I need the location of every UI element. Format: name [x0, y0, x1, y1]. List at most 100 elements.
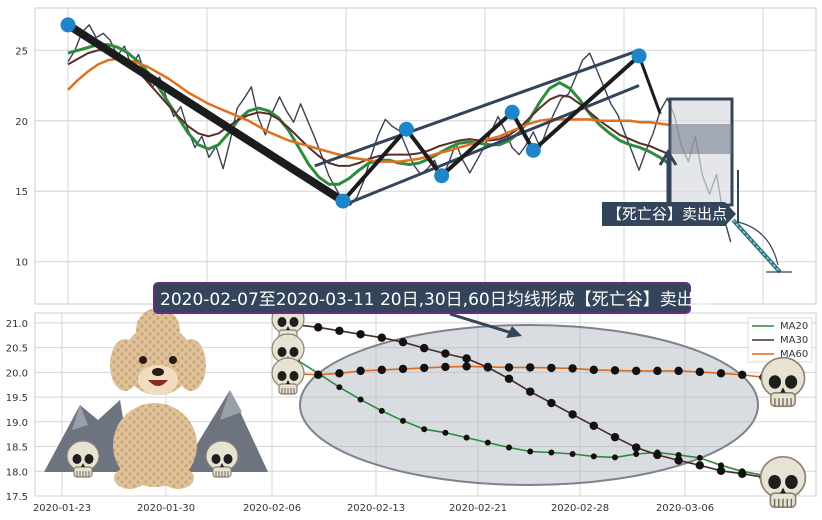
bottom-series-marker	[568, 410, 577, 419]
price-drop-arrow	[737, 221, 779, 266]
top-y-tick-label: 25	[15, 46, 28, 57]
bottom-y-tick-label: 19.5	[6, 393, 28, 404]
legend-label-ma60: MA60	[780, 349, 808, 360]
skull-icon	[271, 357, 305, 395]
wave-pivot-points	[60, 17, 647, 209]
resistance-trendline	[314, 48, 640, 168]
bottom-series-marker	[547, 363, 556, 373]
wave-pivot-point	[398, 121, 414, 137]
top-y-tick-label: 10	[15, 258, 28, 269]
bottom-series-marker	[420, 363, 429, 373]
skull-icon	[759, 455, 807, 509]
bottom-series-marker	[356, 366, 365, 376]
callout-label: 【死亡谷】卖出点	[607, 205, 727, 223]
bottom-series-marker	[738, 469, 747, 478]
bottom-series-marker	[398, 364, 408, 374]
legend-label-ma30: MA30	[780, 335, 808, 346]
bottom-y-tick-label: 18.0	[6, 467, 28, 478]
banner-title: 2020-02-07至2020-03-11 20日,30日,60日均线形成【死亡…	[160, 290, 711, 310]
support-trendline	[342, 84, 640, 207]
bottom-x-tick-label: 2020-02-28	[551, 503, 609, 514]
top-y-tick-labels: 10 15 20 25	[15, 46, 28, 268]
sell-zone-shade	[670, 124, 732, 154]
bottom-series-marker	[674, 366, 683, 376]
legend-label-ma20: MA20	[780, 321, 808, 332]
bottom-series-marker	[506, 444, 512, 451]
bottom-series-marker	[504, 363, 514, 372]
sell-zone-arrow-up	[658, 149, 678, 205]
bottom-series-marker	[377, 365, 386, 375]
bottom-series-marker	[569, 450, 576, 457]
bottom-x-tick-label: 2020-02-13	[347, 503, 405, 514]
bottom-series-marker	[653, 450, 662, 460]
bottom-series-marker	[612, 454, 618, 461]
top-series-line	[67, 43, 671, 186]
bottom-series-marker	[610, 366, 620, 375]
bottom-x-tick-label: 2020-02-06	[243, 503, 301, 514]
wave-segment	[404, 128, 444, 177]
price-drop-line-inner	[732, 219, 781, 273]
bottom-x-tick-label: 2020-01-23	[33, 503, 91, 514]
bottom-series-marker	[548, 449, 555, 456]
bottom-series-marker	[420, 343, 429, 353]
bottom-series-marker	[356, 330, 365, 339]
bottom-series-marker	[738, 370, 747, 380]
bottom-series-marker	[442, 429, 449, 436]
wave-pivot-point	[525, 142, 541, 158]
wave-pivot-point	[434, 168, 450, 184]
top-y-tick-label: 20	[15, 117, 28, 128]
bottom-x-tick-label: 2020-02-21	[449, 503, 507, 514]
legend: MA20 MA30 MA60	[747, 317, 813, 363]
skull-icon	[66, 440, 100, 478]
bottom-y-tick-label: 21.0	[6, 319, 28, 330]
top-series-line	[67, 49, 671, 167]
bottom-series-marker	[335, 369, 344, 378]
title-banner: 2020-02-07至2020-03-11 20日,30日,60日均线形成【死亡…	[153, 282, 711, 314]
wave-segment	[341, 127, 408, 203]
bottom-series-marker	[526, 363, 535, 372]
bottom-series-marker	[400, 417, 406, 424]
bottom-series-marker	[314, 323, 323, 332]
bottom-series-marker	[590, 453, 597, 460]
bottom-series-marker	[462, 362, 471, 371]
bottom-series-marker	[695, 461, 704, 470]
wave-segment	[65, 21, 346, 205]
bottom-y-tick-label: 20.5	[6, 344, 28, 355]
wave-segment	[637, 55, 662, 115]
bottom-series-marker	[378, 407, 385, 414]
bottom-series-marker	[483, 362, 492, 372]
bottom-series-marker	[610, 432, 620, 442]
bottom-series-marker	[527, 448, 534, 455]
wave-pivot-point	[631, 48, 647, 64]
bottom-y-tick-label: 20.0	[6, 368, 28, 379]
bottom-series-marker	[314, 370, 323, 380]
bottom-y-tick-label: 19.0	[6, 418, 28, 429]
mountains-illustration	[44, 390, 268, 472]
bottom-series-marker	[357, 396, 364, 403]
wave-segment	[440, 110, 514, 178]
bottom-x-tick-label: 2020-03-06	[656, 503, 714, 514]
bottom-x-tick-labels: 2020-01-23 2020-01-30 2020-02-06 2020-02-13…	[33, 503, 714, 514]
bottom-series-marker	[462, 354, 471, 363]
wave-pivot-point	[504, 104, 520, 120]
bottom-series-marker	[398, 337, 408, 347]
wave-pivot-point	[335, 193, 351, 209]
bottom-y-tick-label: 18.5	[6, 443, 28, 454]
bottom-series-marker	[674, 456, 683, 465]
bottom-series-marker	[504, 374, 514, 383]
bottom-series-marker	[441, 362, 450, 372]
banner-pointer-arrowhead	[506, 326, 522, 338]
bottom-series-marker	[695, 367, 704, 377]
bottom-series-marker	[421, 426, 428, 433]
bottom-y-tick-labels: 17.5 18.0 18.5 19.0 19.5 20.0 20.5 21.0	[6, 319, 28, 503]
bottom-series-marker	[568, 364, 577, 373]
bottom-series-marker	[716, 369, 726, 378]
bottom-series-marker	[589, 421, 598, 430]
death-valley-ellipse	[299, 324, 759, 486]
banner-pointer-arrow	[449, 312, 513, 335]
top-y-tick-label: 15	[15, 187, 28, 198]
bottom-series-marker	[547, 398, 556, 408]
bottom-series-marker	[441, 349, 450, 358]
bottom-series-marker	[653, 366, 662, 376]
